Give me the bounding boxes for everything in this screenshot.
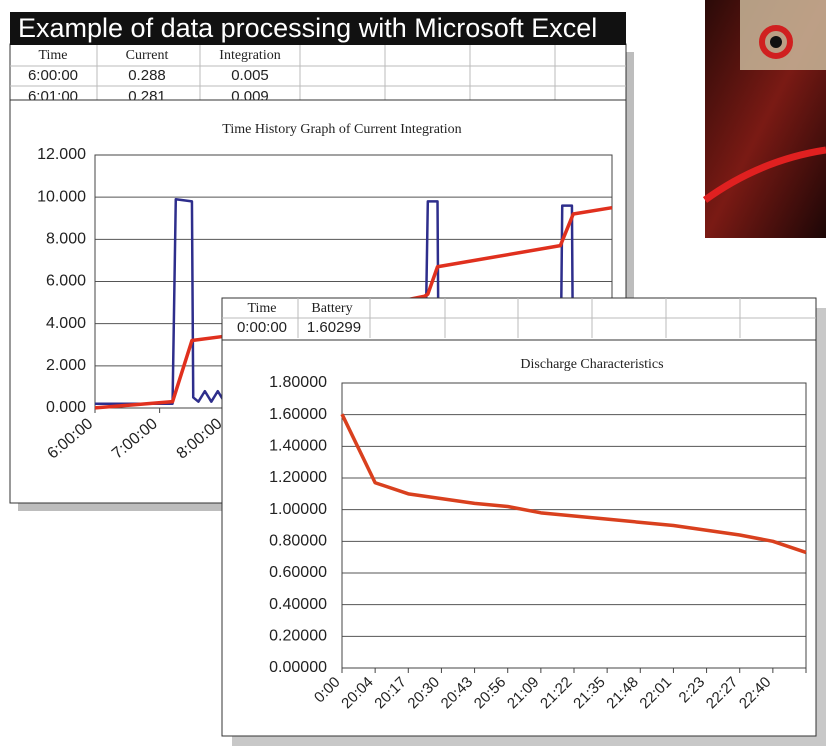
sheet-cell: 0:00:00 <box>237 319 287 336</box>
sheet-header: Battery <box>311 301 352 316</box>
page: Time Current Integration 6:00:00 0.288 0… <box>0 0 826 746</box>
photo <box>705 0 826 238</box>
y-tick-label: 2.000 <box>46 357 86 374</box>
y-tick-label: 0.40000 <box>269 596 327 613</box>
y-tick-label: 1.40000 <box>269 438 327 455</box>
sheet-header: Integration <box>219 48 280 63</box>
y-tick-label: 8.000 <box>46 231 86 248</box>
y-tick-label: 6.000 <box>46 273 86 290</box>
y-tick-label: 12.000 <box>37 146 86 163</box>
y-tick-label: 1.60000 <box>269 406 327 423</box>
y-tick-label: 0.20000 <box>269 628 327 645</box>
y-tick-label: 1.20000 <box>269 469 327 486</box>
sheet-header: Time <box>38 48 67 63</box>
page-title: Example of data processing with Microsof… <box>18 13 597 43</box>
y-tick-label: 0.000 <box>46 399 86 416</box>
y-tick-label: 0.60000 <box>269 564 327 581</box>
y-tick-label: 0.80000 <box>269 533 327 550</box>
y-tick-label: 0.00000 <box>269 659 327 676</box>
sheet-cell: 0.005 <box>231 67 269 84</box>
y-tick-label: 10.000 <box>37 188 86 205</box>
sheet-cell: 0.288 <box>128 67 166 84</box>
chart-title: Discharge Characteristics <box>520 357 663 372</box>
sheet-cell: 1.60299 <box>307 319 361 336</box>
y-tick-label: 1.80000 <box>269 374 327 391</box>
y-tick-label: 1.00000 <box>269 501 327 518</box>
sheet-cell: 6:00:00 <box>28 67 78 84</box>
chart-title: Time History Graph of Current Integratio… <box>222 122 461 137</box>
sheet-header: Time <box>247 301 276 316</box>
y-tick-label: 4.000 <box>46 315 86 332</box>
sheet-header: Current <box>126 48 169 63</box>
